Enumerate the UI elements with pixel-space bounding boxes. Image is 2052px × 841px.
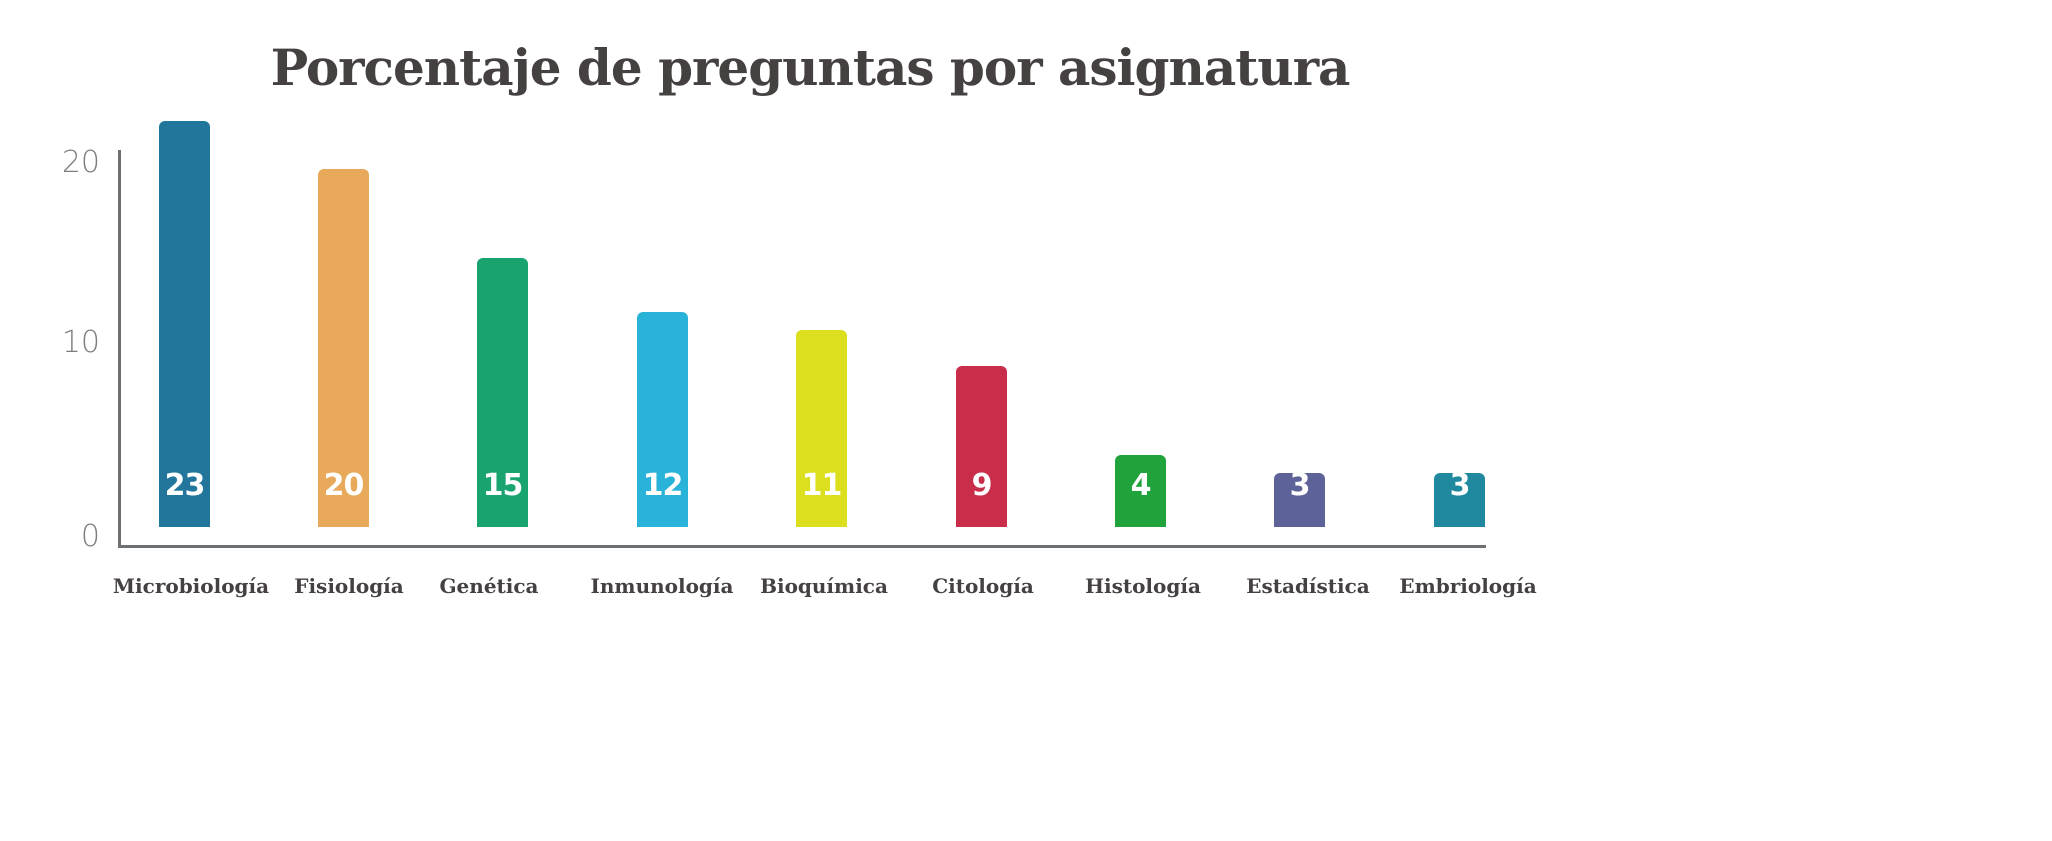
bar-citología: 9: [956, 366, 1007, 527]
bar-value-label: 4: [1130, 468, 1152, 503]
x-category-label: Citología: [932, 574, 1034, 598]
x-category-label: Embriología: [1399, 574, 1537, 598]
bar-microbiología: 23: [159, 121, 210, 527]
y-tick-10: 10: [61, 325, 100, 360]
y-tick-0: 0: [80, 519, 100, 554]
bar-bioquímica: 11: [796, 330, 847, 527]
bar-histología: 4: [1115, 455, 1166, 527]
bar-value-label: 20: [323, 468, 365, 503]
bar-value-label: 3: [1289, 468, 1311, 503]
y-tick-20: 20: [61, 145, 100, 180]
x-category-label: Bioquímica: [760, 574, 888, 598]
bar-inmunología: 12: [637, 312, 688, 527]
x-category-label: Histología: [1085, 574, 1201, 598]
bar-fisiología: 20: [318, 169, 369, 527]
bar-value-label: 11: [801, 468, 843, 503]
x-category-label: Estadística: [1246, 574, 1370, 598]
y-axis-line: [118, 150, 121, 548]
x-category-label: Fisiología: [294, 574, 404, 598]
bar-estadística: 3: [1274, 468, 1325, 527]
x-category-label: Genética: [439, 574, 539, 598]
bar-value-label: 3: [1449, 468, 1471, 503]
bar-value-label: 15: [482, 468, 524, 503]
bar-value-label: 12: [642, 468, 684, 503]
x-axis-line: [118, 545, 1486, 548]
bar-embriología: 3: [1434, 468, 1485, 527]
bar-genética: 15: [477, 258, 528, 527]
chart-title: Porcentaje de preguntas por asignatura: [270, 38, 1351, 97]
bar-value-label: 9: [971, 468, 993, 503]
x-category-label: Microbiología: [112, 574, 270, 598]
x-category-label: Inmunología: [590, 574, 734, 598]
bar-value-label: 23: [164, 468, 206, 503]
